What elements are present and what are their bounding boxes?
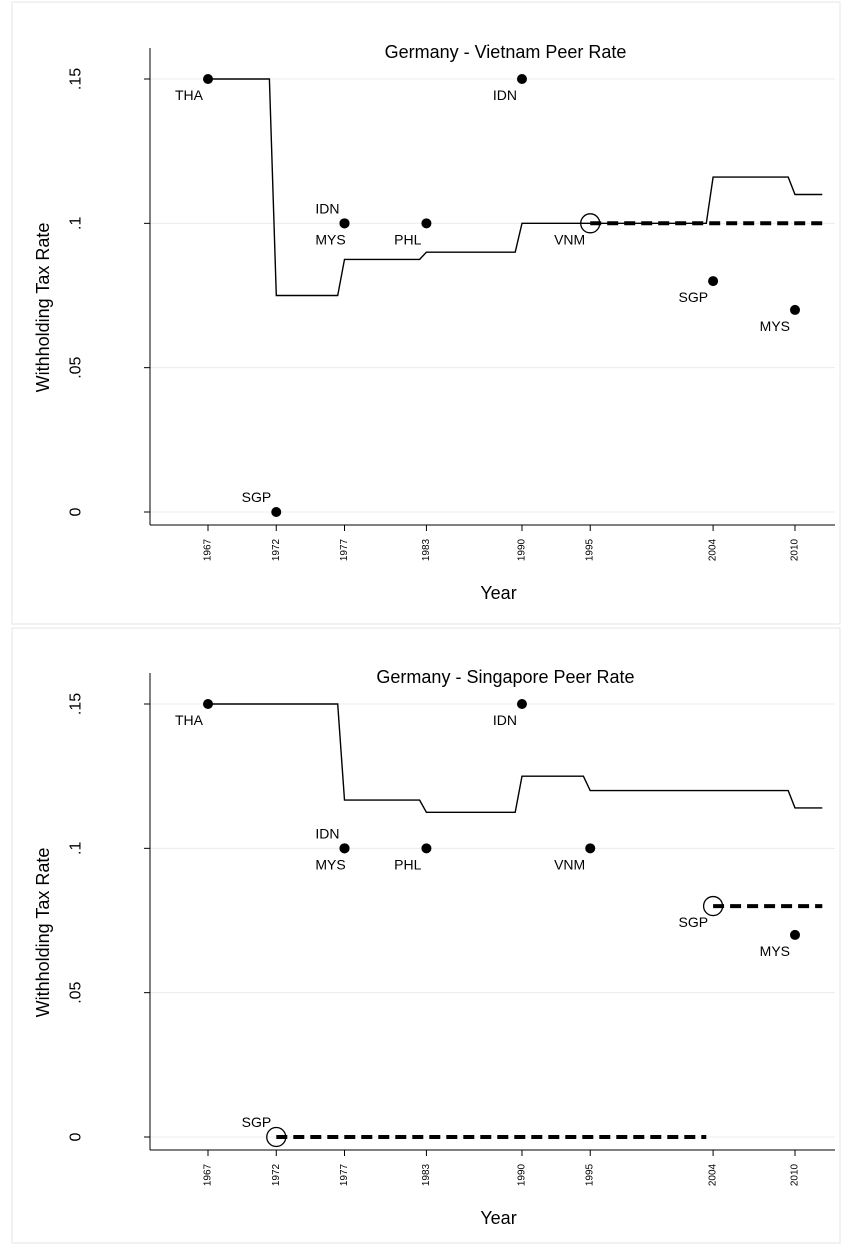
y-axis-title: Withholding Tax Rate <box>33 848 53 1018</box>
hollow-marker <box>580 213 601 234</box>
x-tick-label: 2010 <box>790 1163 801 1186</box>
y-tick-label: 0 <box>68 1132 85 1141</box>
treaty-point <box>790 929 800 940</box>
treaty-point <box>339 218 350 229</box>
treaty-point <box>516 74 527 84</box>
x-tick-label: 1995 <box>585 1163 596 1186</box>
treaty-point-label: MYS <box>315 856 345 872</box>
treaty-point-label: PHL <box>394 231 421 247</box>
treaty-point-label: VNM <box>554 231 585 247</box>
chart-title: Germany - Singapore Peer Rate <box>376 667 634 687</box>
chart-panel-2: Germany - Singapore Peer Rate .15 .1 .05 0 19… <box>11 627 841 1244</box>
x-tick-label: 1967 <box>203 1163 214 1186</box>
treaty-point <box>516 699 527 709</box>
chart-panel-1: Germany - Vietnam Peer Rate .15 .1 .05 0 1967… <box>11 1 841 625</box>
treaty-point-label: MYS <box>315 231 345 247</box>
treaty-point-label: IDN <box>315 200 339 216</box>
chart-title: Germany - Vietnam Peer Rate <box>385 42 627 62</box>
treaty-point-label: SGP <box>679 914 709 930</box>
x-axis-title: Year <box>480 583 516 603</box>
x-tick-label: 2004 <box>708 1163 719 1186</box>
treaty-point <box>421 843 432 854</box>
x-tick-label: 1990 <box>516 538 527 561</box>
treaty-point <box>585 843 596 854</box>
x-tick-label: 1977 <box>339 1163 350 1186</box>
treaty-point-label: VNM <box>554 856 585 872</box>
x-tick-label: 1983 <box>421 1163 432 1186</box>
treaty-point <box>708 276 719 287</box>
x-axis-title: Year <box>480 1208 516 1228</box>
treaty-point <box>339 843 350 854</box>
treaty-point-label: PHL <box>394 856 421 872</box>
treaty-point-label: IDN <box>315 825 339 841</box>
treaty-point <box>790 304 800 315</box>
treaty-point-label: THA <box>175 87 204 103</box>
y-tick-label: .1 <box>68 217 85 230</box>
y-tick-label: .05 <box>68 981 85 1003</box>
x-tick-label: 1990 <box>516 1163 527 1186</box>
x-tick-label: 2010 <box>790 538 801 561</box>
treaty-point-label: SGP <box>242 1114 272 1130</box>
treaty-point <box>203 699 213 709</box>
x-tick-label: 1977 <box>339 538 350 561</box>
y-tick-label: .1 <box>68 842 85 855</box>
treaty-point <box>421 218 432 229</box>
x-tick-label: 1972 <box>271 1163 282 1186</box>
treaty-point-label: IDN <box>493 712 517 728</box>
hollow-marker <box>266 1126 287 1148</box>
x-tick-label: 1972 <box>271 538 282 561</box>
treaty-point-label: THA <box>175 712 204 728</box>
x-tick-label: 1967 <box>203 538 214 561</box>
y-tick-label: .15 <box>68 68 85 90</box>
peer-rate-line <box>208 78 823 297</box>
treaty-point-label: MYS <box>760 318 790 334</box>
y-axis-title: Withholding Tax Rate <box>33 223 53 393</box>
treaty-point-label: IDN <box>493 87 517 103</box>
treaty-point <box>203 74 213 84</box>
y-tick-label: .15 <box>68 693 85 715</box>
x-tick-label: 1983 <box>421 538 432 561</box>
x-tick-label: 1995 <box>585 538 596 561</box>
treaty-point <box>271 507 282 517</box>
treaty-point-label: MYS <box>760 943 790 959</box>
y-tick-label: .05 <box>68 356 85 378</box>
peer-rate-line <box>208 703 823 813</box>
hollow-marker <box>702 895 724 917</box>
x-tick-label: 2004 <box>708 538 719 561</box>
treaty-point-label: SGP <box>242 489 272 505</box>
y-tick-label: 0 <box>68 507 85 516</box>
treaty-point-label: SGP <box>679 289 709 305</box>
